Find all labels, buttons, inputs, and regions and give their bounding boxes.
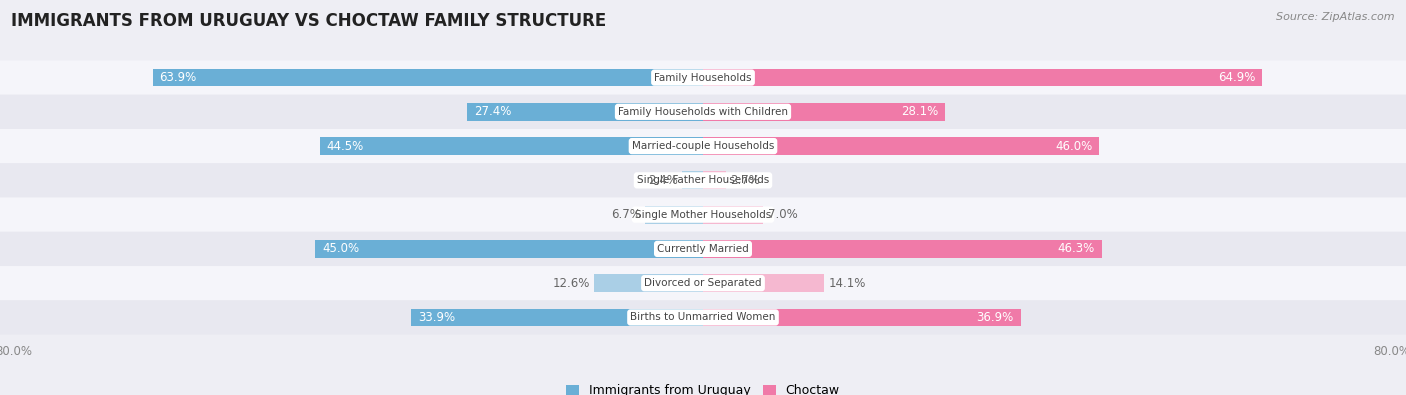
Text: Single Father Households: Single Father Households (637, 175, 769, 185)
Text: 63.9%: 63.9% (160, 71, 197, 84)
Bar (595, 274, 703, 292)
Text: 14.1%: 14.1% (828, 276, 866, 290)
Bar (467, 103, 703, 121)
Text: Married-couple Households: Married-couple Households (631, 141, 775, 151)
FancyBboxPatch shape (0, 266, 1406, 300)
Text: Single Mother Households: Single Mother Households (636, 210, 770, 220)
Bar (645, 206, 703, 224)
Text: 12.6%: 12.6% (553, 276, 591, 290)
Text: 33.9%: 33.9% (418, 311, 456, 324)
Bar (703, 103, 945, 121)
Text: Family Households with Children: Family Households with Children (619, 107, 787, 117)
Text: Divorced or Separated: Divorced or Separated (644, 278, 762, 288)
Bar (703, 171, 727, 189)
Text: Source: ZipAtlas.com: Source: ZipAtlas.com (1277, 12, 1395, 22)
Legend: Immigrants from Uruguay, Choctaw: Immigrants from Uruguay, Choctaw (561, 379, 845, 395)
Text: Family Households: Family Households (654, 73, 752, 83)
FancyBboxPatch shape (0, 232, 1406, 266)
Bar (411, 308, 703, 326)
Bar (703, 137, 1099, 155)
FancyBboxPatch shape (0, 300, 1406, 335)
Bar (703, 206, 763, 224)
Text: 64.9%: 64.9% (1218, 71, 1256, 84)
Bar (703, 240, 1102, 258)
Text: 45.0%: 45.0% (322, 243, 360, 256)
Text: 46.0%: 46.0% (1054, 139, 1092, 152)
Bar (153, 69, 703, 87)
Bar (319, 137, 703, 155)
FancyBboxPatch shape (0, 95, 1406, 129)
FancyBboxPatch shape (0, 129, 1406, 163)
Text: 2.7%: 2.7% (731, 174, 761, 187)
Text: 7.0%: 7.0% (768, 208, 797, 221)
FancyBboxPatch shape (0, 198, 1406, 232)
Text: 36.9%: 36.9% (977, 311, 1014, 324)
Bar (315, 240, 703, 258)
Text: Currently Married: Currently Married (657, 244, 749, 254)
Text: 46.3%: 46.3% (1057, 243, 1095, 256)
Bar (703, 308, 1021, 326)
Bar (703, 274, 824, 292)
Text: 6.7%: 6.7% (612, 208, 641, 221)
Bar (682, 171, 703, 189)
Text: 27.4%: 27.4% (474, 105, 512, 118)
FancyBboxPatch shape (0, 60, 1406, 95)
Bar (703, 69, 1263, 87)
FancyBboxPatch shape (0, 163, 1406, 198)
Text: 44.5%: 44.5% (326, 139, 364, 152)
Text: Births to Unmarried Women: Births to Unmarried Women (630, 312, 776, 322)
Text: IMMIGRANTS FROM URUGUAY VS CHOCTAW FAMILY STRUCTURE: IMMIGRANTS FROM URUGUAY VS CHOCTAW FAMIL… (11, 12, 606, 30)
Text: 28.1%: 28.1% (901, 105, 938, 118)
Text: 2.4%: 2.4% (648, 174, 678, 187)
